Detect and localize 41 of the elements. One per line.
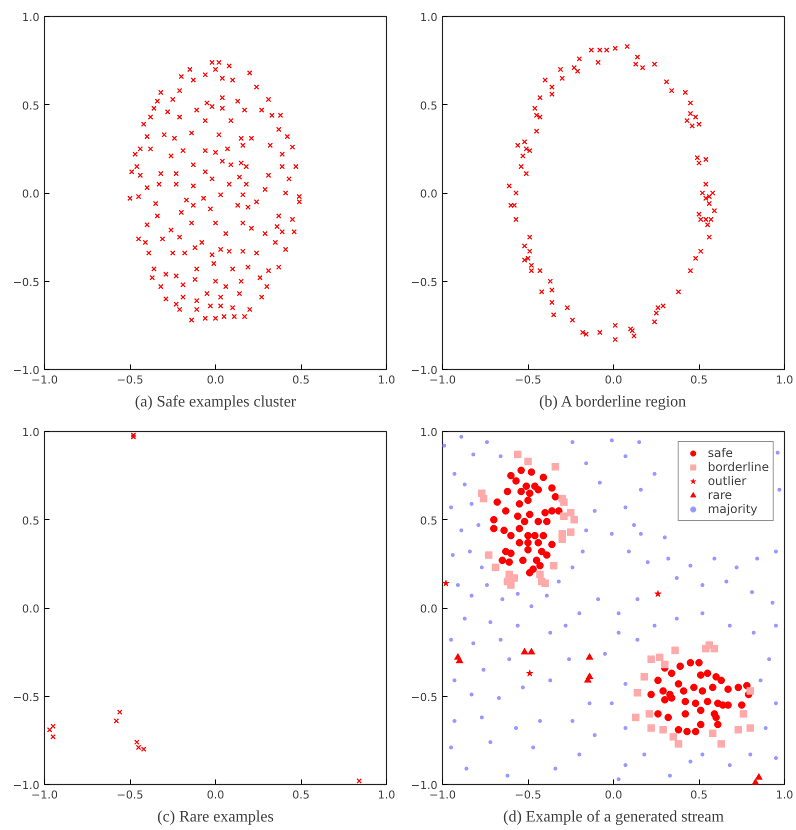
y-tick-label: −0.5 (12, 690, 40, 704)
text: (d) Example of a generated stream (503, 808, 724, 826)
y-tick-label: 0.5 (420, 99, 438, 112)
x-tick-label: 1.0 (776, 788, 794, 802)
x-tick-label: 0.5 (292, 788, 310, 802)
x-tick-label: 0.0 (206, 374, 224, 386)
x-tick-label: 1.0 (776, 374, 794, 386)
legend-label: majority (708, 502, 758, 516)
y-tick-label: −0.5 (410, 276, 438, 289)
text: (c) Rare examples (157, 808, 274, 826)
legend-label: safe (708, 446, 733, 460)
y-tick-label: 0.0 (420, 188, 438, 200)
y-tick-label: 1.0 (22, 426, 40, 439)
x-tick-label: −0.5 (514, 374, 542, 386)
y-tick-label: 0.0 (22, 602, 40, 616)
y-tick-label: 0.5 (420, 514, 438, 528)
y-tick-label: −0.5 (410, 690, 438, 704)
y-tick-label: 0.5 (22, 99, 40, 112)
x-tick-label: 0.0 (604, 374, 622, 386)
x-tick-label: 0.5 (292, 374, 310, 386)
legend-label: borderline (708, 460, 769, 474)
y-tick-label: 1.0 (420, 426, 438, 439)
y-tick-label: 0.5 (22, 514, 40, 528)
text: (a) Safe examples cluster (134, 394, 297, 410)
y-tick-label: 1.0 (22, 11, 40, 24)
y-tick-label: −0.5 (12, 276, 40, 289)
legend-label: rare (708, 488, 732, 502)
x-tick-label: −0.5 (116, 788, 144, 802)
x-tick-label: 0.0 (206, 788, 224, 802)
x-tick-label: −0.5 (116, 374, 144, 386)
x-tick-label: 1.0 (378, 788, 396, 802)
legend-label: outlier (708, 474, 746, 488)
y-tick-label: 1.0 (420, 11, 438, 24)
text: (b) A borderline region (539, 394, 686, 410)
y-tick-label: 0.0 (420, 602, 438, 616)
x-tick-label: −0.5 (514, 788, 542, 802)
x-tick-label: 1.0 (378, 374, 396, 386)
x-tick-label: 0.0 (604, 788, 622, 802)
x-tick-label: 0.5 (690, 374, 708, 386)
y-tick-label: 0.0 (22, 188, 40, 200)
x-tick-label: 0.5 (690, 788, 708, 802)
